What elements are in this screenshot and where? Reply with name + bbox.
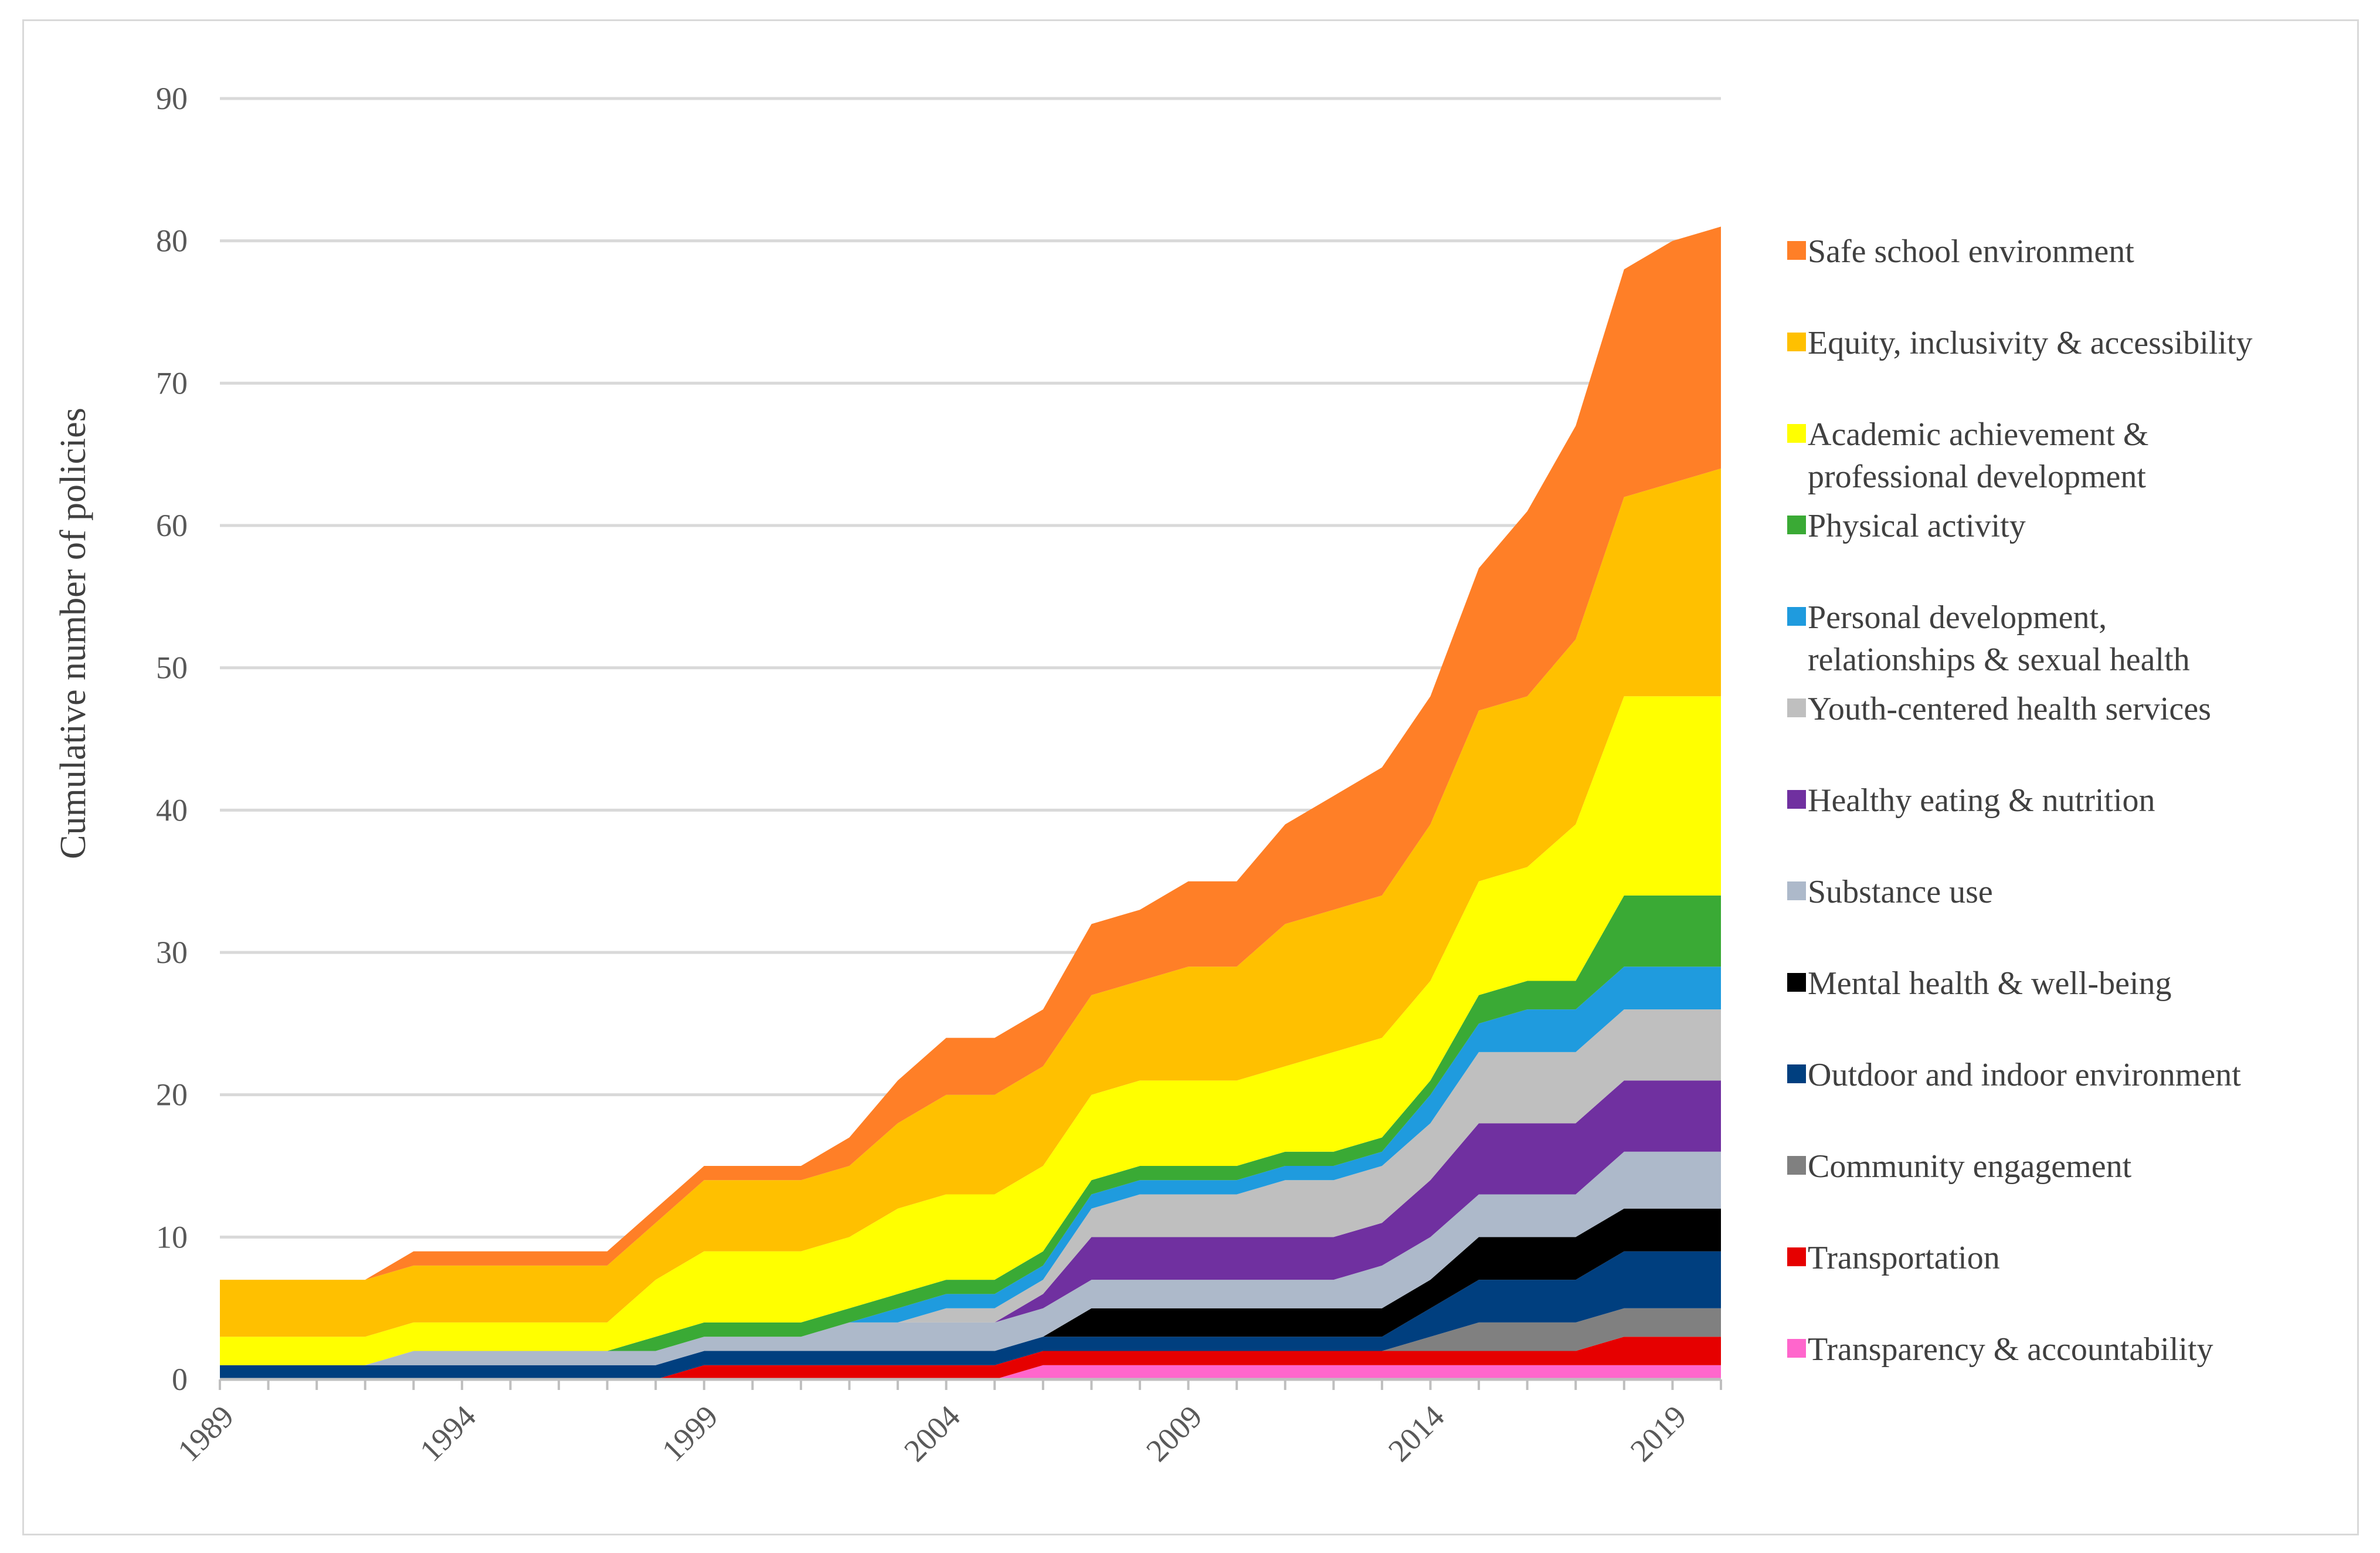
legend-item-transportation: Transportation [1787, 1240, 2000, 1276]
legend-label: Transportation [1808, 1240, 2000, 1276]
legend-label: Physical activity [1808, 508, 2026, 544]
y-tick-label: 20 [156, 1077, 188, 1113]
legend-item-academic-achievement-professional-development: Academic achievement & professional devel… [1787, 416, 2149, 495]
legend-item-mental-health-well-being: Mental health & well-being [1787, 965, 2171, 1002]
legend-label: Healthy eating & nutrition [1808, 782, 2155, 819]
legend-item-youth-centered-health-services: Youth-centered health services [1787, 691, 2211, 727]
legend-swatch [1787, 790, 1806, 809]
area-equity-inclusivity-accessibility [220, 468, 1721, 1337]
x-tick-label: 2009 [1139, 1399, 1209, 1469]
area-community-engagement [220, 1308, 1721, 1379]
x-tick-label: 2019 [1624, 1399, 1693, 1469]
legend-swatch [1787, 241, 1806, 260]
legend-label: Youth-centered health services [1808, 691, 2211, 727]
y-tick-label: 30 [156, 935, 188, 970]
y-tick-label: 10 [156, 1219, 188, 1254]
area-academic-achievement-professional-development [220, 696, 1721, 1365]
area-outdoor-and-indoor-environment [220, 1251, 1721, 1379]
area-transportation [220, 1337, 1721, 1379]
legend-item-substance-use: Substance use [1787, 874, 1993, 910]
legend-swatch [1787, 424, 1806, 443]
legend-item-community-engagement: Community engagement [1787, 1148, 2132, 1185]
legend-label: professional development [1808, 459, 2146, 495]
legend-label: Academic achievement & [1808, 416, 2149, 453]
x-tick-label: 2004 [897, 1399, 967, 1469]
y-tick-label: 60 [156, 508, 188, 543]
legend-swatch [1787, 1064, 1806, 1083]
legend-label: relationships & sexual health [1808, 642, 2190, 678]
area-youth-centered-health-services [220, 1009, 1721, 1365]
x-tick-label: 1999 [655, 1399, 725, 1469]
area-mental-health-well-being [220, 1208, 1721, 1365]
legend-swatch [1787, 1339, 1806, 1358]
legend-label: Transparency & accountability [1808, 1331, 2213, 1368]
legend-label: Mental health & well-being [1808, 965, 2171, 1002]
x-axis [219, 1378, 1722, 1390]
legend-label: Safe school environment [1808, 233, 2134, 270]
y-tick-label: 80 [156, 223, 188, 259]
area-healthy-eating-nutrition [220, 1080, 1721, 1365]
area-transparency-accountability [220, 1365, 1721, 1379]
y-tick-label: 0 [172, 1362, 188, 1397]
legend-swatch [1787, 607, 1806, 626]
legend-swatch [1787, 1247, 1806, 1266]
legend-swatch [1787, 516, 1806, 534]
y-tick-label: 50 [156, 650, 188, 686]
legend-item-personal-development-relationships-sexual-health: Personal development, relationships & sex… [1787, 599, 2190, 678]
legend-swatch [1787, 973, 1806, 992]
y-tick-label: 90 [156, 81, 188, 116]
x-tick-label: 1994 [413, 1399, 483, 1469]
legend-label: Equity, inclusivity & accessibility [1808, 325, 2253, 361]
legend-item-safe-school-environment: Safe school environment [1787, 233, 2134, 270]
x-tick-label: 2014 [1381, 1399, 1451, 1469]
legend-item-healthy-eating-nutrition: Healthy eating & nutrition [1787, 782, 2155, 819]
legend: Safe school environment Equity, inclusivi… [1787, 233, 2253, 1368]
legend-label: Community engagement [1808, 1148, 2132, 1185]
legend-swatch [1787, 881, 1806, 900]
legend-label: Outdoor and indoor environment [1808, 1057, 2241, 1093]
legend-item-equity-inclusivity-accessibility: Equity, inclusivity & accessibility [1787, 325, 2253, 361]
y-axis-ticks: 0 10 20 30 40 50 60 70 80 90 [156, 81, 188, 1397]
legend-swatch [1787, 333, 1806, 351]
legend-swatch [1787, 698, 1806, 717]
legend-label: Personal development, [1808, 599, 2107, 636]
legend-item-transparency-accountability: Transparency & accountability [1787, 1331, 2213, 1368]
legend-item-outdoor-and-indoor-environment: Outdoor and indoor environment [1787, 1057, 2241, 1093]
area-safe-school-environment [220, 226, 1721, 1280]
x-axis-ticks: 1989 1994 1999 2004 2009 2014 2019 [171, 1399, 1693, 1469]
x-tick-label: 1989 [171, 1399, 240, 1469]
y-tick-label: 70 [156, 365, 188, 401]
y-axis-label: Cumulative number of policies [53, 408, 93, 859]
area-series [220, 226, 1721, 1379]
y-tick-label: 40 [156, 792, 188, 828]
legend-swatch [1787, 1156, 1806, 1175]
legend-item-physical-activity: Physical activity [1787, 508, 2026, 544]
legend-label: Substance use [1808, 874, 1993, 910]
